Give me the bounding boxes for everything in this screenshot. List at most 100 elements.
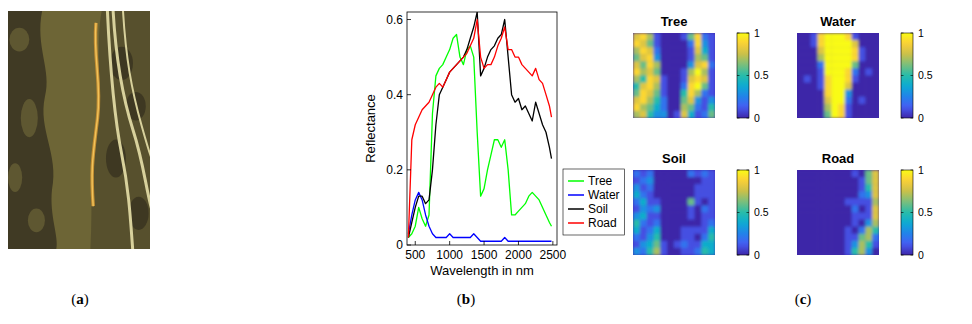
map-cell (640, 241, 647, 248)
colorbar-tick (747, 255, 750, 256)
map-cell (818, 191, 825, 198)
map-cell (667, 191, 674, 198)
map-cell (859, 241, 866, 248)
x-tick (552, 241, 553, 245)
map-cell (695, 170, 702, 177)
map-cell (674, 248, 681, 255)
map-cell (701, 170, 708, 177)
colorbar-label: 1 (754, 27, 760, 39)
map-cell (872, 184, 879, 191)
map-cell (681, 170, 688, 177)
map-cell (818, 170, 825, 177)
map-cell (708, 97, 715, 104)
map-cell (674, 83, 681, 90)
map-cell (654, 40, 661, 47)
map-cell (797, 177, 804, 184)
map-cell (667, 83, 674, 90)
map-cell (872, 198, 879, 205)
map-cell (660, 184, 667, 191)
map-cell (708, 248, 715, 255)
map-cell (824, 68, 831, 75)
map-cell (695, 234, 702, 241)
map-cell (811, 104, 818, 111)
map-cell (865, 83, 872, 90)
map-cell (674, 97, 681, 104)
map-cell (845, 33, 852, 40)
map-cell (688, 220, 695, 227)
map-cell (824, 40, 831, 47)
road (123, 11, 150, 166)
map-cell (688, 227, 695, 234)
map-cell (688, 248, 695, 255)
plot-frame (407, 12, 557, 245)
map-cell (845, 90, 852, 97)
map-cell (660, 40, 667, 47)
map-cell (667, 248, 674, 255)
colorbar (737, 170, 749, 255)
map-cell (859, 177, 866, 184)
map-cell (640, 76, 647, 83)
map-cell (674, 220, 681, 227)
map-cell (633, 248, 640, 255)
map-cell (852, 198, 859, 205)
map-cell (818, 248, 825, 255)
stream-highlight (92, 23, 99, 206)
map-cell (859, 40, 866, 47)
colorbar-label: 0 (754, 249, 760, 261)
map-cell (708, 40, 715, 47)
map-cell (831, 61, 838, 68)
map-cell (667, 97, 674, 104)
map-cell (674, 54, 681, 61)
colorbar-tick (901, 75, 904, 76)
map-cell (640, 47, 647, 54)
map-cell (797, 111, 804, 118)
map-cell (872, 47, 879, 54)
map-cell (838, 111, 845, 118)
map-cell (681, 198, 688, 205)
legend-swatch (568, 194, 584, 196)
map-cell (681, 220, 688, 227)
map-cell (647, 61, 654, 68)
map-cell (818, 61, 825, 68)
map-cell (838, 220, 845, 227)
map-cell (667, 33, 674, 40)
map-cell (654, 111, 661, 118)
map-cell (708, 241, 715, 248)
map-cell (838, 227, 845, 234)
colorbar-tick (911, 118, 914, 119)
map-cell (633, 90, 640, 97)
map-cell (681, 54, 688, 61)
map-cell (701, 104, 708, 111)
map-cell (640, 54, 647, 61)
y-tick (407, 169, 411, 170)
map-cell (818, 47, 825, 54)
map-cell (674, 68, 681, 75)
map-cell (633, 213, 640, 220)
map-cell (818, 104, 825, 111)
map-cell (804, 47, 811, 54)
map-cell (647, 97, 654, 104)
map-cell (804, 61, 811, 68)
map-cell (804, 227, 811, 234)
map-cell (831, 54, 838, 61)
map-cell (708, 191, 715, 198)
map-cell (838, 54, 845, 61)
map-cell (695, 97, 702, 104)
map-cell (640, 33, 647, 40)
legend-label: Tree (588, 174, 613, 188)
map-cell (852, 220, 859, 227)
map-cell (681, 68, 688, 75)
map-cell (845, 111, 852, 118)
map-cell (845, 205, 852, 212)
map-cell (838, 184, 845, 191)
map-cell (681, 111, 688, 118)
map-cell (797, 47, 804, 54)
y-tick-label: 0.2 (386, 163, 403, 177)
map-cell (654, 33, 661, 40)
map-cell (859, 47, 866, 54)
map-cell (811, 198, 818, 205)
map-cell (865, 205, 872, 212)
map-cell (647, 184, 654, 191)
colorbar-tick (737, 118, 740, 119)
map-cell (647, 83, 654, 90)
